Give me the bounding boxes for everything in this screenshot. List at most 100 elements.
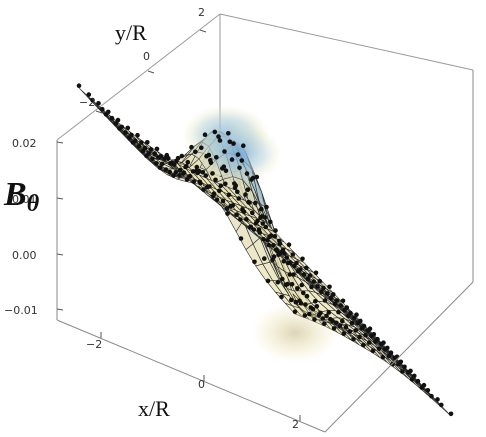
data-point: [348, 310, 353, 316]
data-point: [238, 236, 244, 241]
data-points: [76, 83, 454, 417]
data-point: [260, 221, 266, 226]
data-point: [227, 139, 233, 145]
data-point: [109, 115, 115, 121]
data-point: [145, 140, 150, 145]
data-point: [152, 151, 158, 156]
data-point: [243, 192, 248, 197]
data-point: [174, 158, 179, 164]
data-point: [315, 284, 320, 289]
data-point: [402, 364, 407, 370]
data-point: [168, 161, 173, 166]
y-tick-label: −2: [79, 96, 95, 109]
data-point: [310, 306, 316, 312]
data-point: [284, 255, 290, 260]
data-point: [279, 294, 284, 300]
y-axis-label: y/R: [115, 20, 147, 45]
data-point: [160, 161, 165, 167]
data-point: [163, 167, 169, 172]
y-tick-label: 0: [143, 50, 150, 63]
data-point: [257, 230, 263, 235]
data-point: [158, 154, 164, 159]
data-point: [217, 138, 223, 143]
z-axis-label-main: B: [3, 176, 27, 213]
z-tick-label: 0.02: [12, 137, 37, 150]
data-point: [448, 411, 454, 417]
data-point: [330, 318, 335, 324]
data-point: [133, 138, 138, 144]
data-point: [272, 234, 278, 239]
data-point: [313, 270, 319, 276]
data-point: [409, 377, 415, 382]
data-point: [268, 219, 273, 225]
data-point: [267, 234, 272, 240]
data-point: [281, 259, 287, 264]
data-point: [415, 378, 421, 384]
data-point: [352, 315, 357, 321]
data-point: [259, 214, 265, 219]
data-point: [220, 198, 226, 204]
data-point: [189, 144, 194, 150]
data-point: [203, 173, 209, 178]
data-point: [167, 169, 173, 175]
data-point: [259, 206, 264, 212]
data-point: [206, 152, 212, 158]
data-point: [338, 303, 344, 308]
data-point: [246, 199, 251, 205]
data-point: [370, 348, 376, 354]
data-point: [321, 285, 326, 291]
data-point: [212, 129, 218, 135]
z-axis-label: Bθ: [3, 176, 40, 217]
y-tick-label: 2: [198, 6, 205, 19]
data-point: [220, 166, 225, 171]
z-tick-label: 0.01: [12, 193, 37, 206]
data-point: [185, 159, 191, 165]
data-point: [208, 160, 214, 166]
data-point: [320, 316, 326, 321]
data-point: [225, 211, 230, 216]
data-point: [136, 143, 142, 149]
data-point: [307, 273, 313, 278]
data-point: [241, 143, 246, 148]
data-point: [238, 217, 243, 222]
data-point: [234, 212, 239, 217]
data-point: [325, 291, 330, 296]
data-point: [181, 170, 187, 175]
data-point: [247, 225, 253, 230]
data-point: [232, 185, 238, 190]
z-tick-label: 0.00: [12, 249, 37, 262]
data-point: [336, 309, 341, 315]
data-point: [230, 203, 236, 208]
data-point: [312, 317, 317, 322]
data-point: [288, 260, 293, 266]
data-point: [263, 224, 269, 230]
data-point: [173, 169, 179, 175]
data-point: [252, 259, 257, 265]
data-point: [150, 156, 155, 162]
data-point: [235, 152, 241, 157]
data-point: [280, 276, 285, 282]
data-point: [148, 147, 154, 152]
data-point: [139, 140, 144, 145]
data-point: [261, 236, 266, 242]
data-point: [106, 109, 111, 115]
data-point: [193, 168, 199, 174]
data-point: [309, 284, 314, 290]
data-point: [223, 168, 229, 173]
data-point: [385, 345, 390, 351]
data-point: [316, 313, 322, 318]
data-point: [237, 165, 242, 171]
surface-features: [181, 105, 340, 363]
data-point: [119, 124, 125, 130]
data-point: [229, 157, 235, 162]
data-point: [319, 289, 324, 295]
data-point: [302, 313, 308, 318]
data-point: [125, 125, 131, 131]
data-point: [367, 326, 373, 332]
data-point: [292, 309, 298, 315]
data-point: [337, 323, 343, 329]
data-point: [245, 187, 251, 192]
data-point: [197, 179, 203, 185]
data-point: [331, 292, 336, 297]
